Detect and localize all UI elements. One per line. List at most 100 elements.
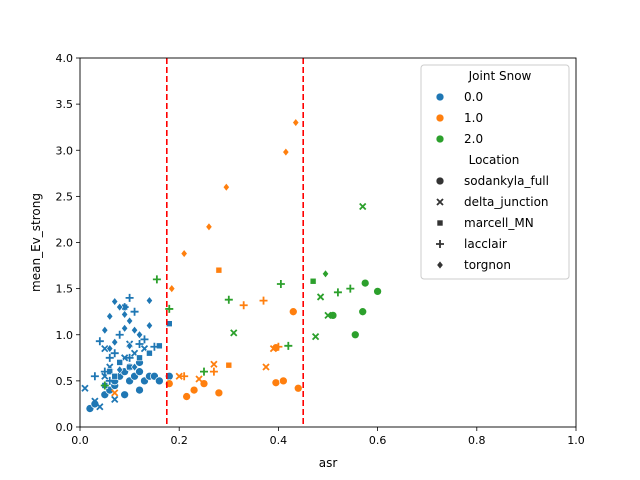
threshold-lines bbox=[166, 58, 305, 427]
data-point bbox=[145, 321, 154, 331]
data-point bbox=[210, 360, 218, 368]
legend-label: sodankyla_full bbox=[464, 174, 549, 188]
legend-label: 0.0 bbox=[464, 90, 483, 104]
data-point bbox=[135, 339, 144, 348]
legend-label: lacclair bbox=[464, 237, 507, 251]
legend-label: 1.0 bbox=[464, 111, 483, 125]
data-point bbox=[358, 307, 368, 317]
data-point bbox=[135, 385, 144, 395]
x-axis-label: asr bbox=[319, 456, 338, 470]
data-point bbox=[150, 342, 159, 351]
data-point bbox=[100, 381, 109, 390]
data-point bbox=[292, 118, 300, 128]
data-point bbox=[140, 335, 149, 344]
legend-style-title: Location bbox=[469, 153, 520, 167]
x-tick-label: 0.0 bbox=[71, 434, 89, 447]
x-tick-label: 0.2 bbox=[170, 434, 188, 447]
y-tick-label: 0.5 bbox=[56, 375, 74, 388]
y-axis: 0.0 0.5 1.0 1.5 2.0 2.5 3.0 3.5 4.0 bbox=[56, 52, 80, 434]
data-point bbox=[200, 367, 208, 376]
data-point bbox=[373, 287, 382, 296]
data-point bbox=[321, 269, 330, 279]
data-point bbox=[126, 316, 134, 326]
data-point bbox=[101, 344, 109, 353]
data-point bbox=[333, 288, 342, 297]
data-point bbox=[121, 323, 129, 333]
data-point bbox=[156, 342, 163, 350]
legend-marker bbox=[436, 198, 444, 206]
data-point bbox=[175, 372, 183, 380]
x-tick-label: 0.4 bbox=[270, 434, 288, 447]
data-point bbox=[311, 332, 320, 341]
data-point bbox=[182, 392, 191, 401]
x-tick-label: 0.8 bbox=[468, 434, 486, 447]
data-point bbox=[100, 367, 109, 376]
legend-marker bbox=[435, 92, 445, 102]
data-point bbox=[136, 354, 143, 362]
data-point bbox=[222, 182, 230, 192]
data-point bbox=[215, 266, 223, 274]
legend-marker bbox=[436, 240, 444, 248]
y-tick-label: 4.0 bbox=[56, 52, 74, 65]
data-point bbox=[225, 361, 233, 369]
legend-marker bbox=[435, 113, 445, 123]
data-point bbox=[230, 329, 238, 337]
data-point bbox=[279, 376, 288, 386]
y-axis-label: mean_Ev_strong bbox=[29, 193, 43, 292]
data-point bbox=[106, 344, 114, 354]
data-point bbox=[105, 353, 114, 362]
data-point bbox=[120, 390, 129, 400]
data-point bbox=[125, 353, 134, 362]
data-point bbox=[121, 309, 129, 319]
data-point bbox=[180, 372, 189, 381]
y-tick-label: 1.0 bbox=[56, 329, 74, 342]
data-point bbox=[209, 367, 218, 376]
data-point bbox=[111, 372, 119, 380]
data-point bbox=[116, 302, 124, 312]
data-point bbox=[130, 362, 139, 372]
legend-hue-title: Joint Snow bbox=[468, 69, 532, 83]
data-point bbox=[126, 341, 134, 351]
data-points bbox=[81, 118, 382, 413]
data-point bbox=[274, 342, 283, 351]
data-point bbox=[360, 278, 370, 288]
data-point bbox=[293, 383, 303, 393]
data-point bbox=[288, 307, 298, 317]
data-point bbox=[346, 284, 355, 293]
legend-marker bbox=[435, 176, 445, 186]
data-point bbox=[262, 363, 270, 371]
data-point bbox=[324, 311, 332, 320]
legend-label: marcell_MN bbox=[464, 216, 534, 230]
data-point bbox=[105, 376, 114, 385]
data-point bbox=[224, 295, 233, 304]
data-point bbox=[259, 296, 268, 305]
data-point bbox=[205, 222, 213, 232]
data-point bbox=[276, 280, 285, 289]
data-point bbox=[95, 337, 104, 346]
legend-label: delta_junction bbox=[464, 195, 549, 209]
legend-marker bbox=[435, 134, 445, 144]
y-tick-label: 0.0 bbox=[56, 421, 74, 434]
data-point bbox=[350, 330, 360, 340]
data-point bbox=[81, 384, 89, 392]
data-point bbox=[135, 367, 144, 376]
data-point bbox=[101, 325, 109, 335]
data-point bbox=[316, 293, 325, 301]
y-tick-label: 3.0 bbox=[56, 144, 74, 157]
data-point bbox=[168, 284, 176, 294]
y-tick-label: 2.5 bbox=[56, 190, 74, 203]
data-point bbox=[165, 304, 174, 313]
x-axis: 0.0 0.2 0.4 0.6 0.8 1.0 bbox=[71, 427, 585, 447]
legend-box bbox=[420, 64, 570, 280]
data-point bbox=[96, 403, 104, 411]
legend: Joint Snow Location 0.0 1.0 2.0 sodankyla_f… bbox=[420, 64, 570, 280]
legend-entries: 0.0 1.0 2.0 sodankyla_full delta_junctionmar… bbox=[435, 90, 549, 272]
data-point bbox=[282, 147, 290, 157]
legend-label: 2.0 bbox=[464, 132, 483, 146]
data-point bbox=[106, 311, 114, 321]
data-point bbox=[111, 389, 119, 397]
data-point bbox=[116, 359, 123, 366]
data-point bbox=[152, 275, 161, 284]
data-point bbox=[239, 301, 248, 310]
